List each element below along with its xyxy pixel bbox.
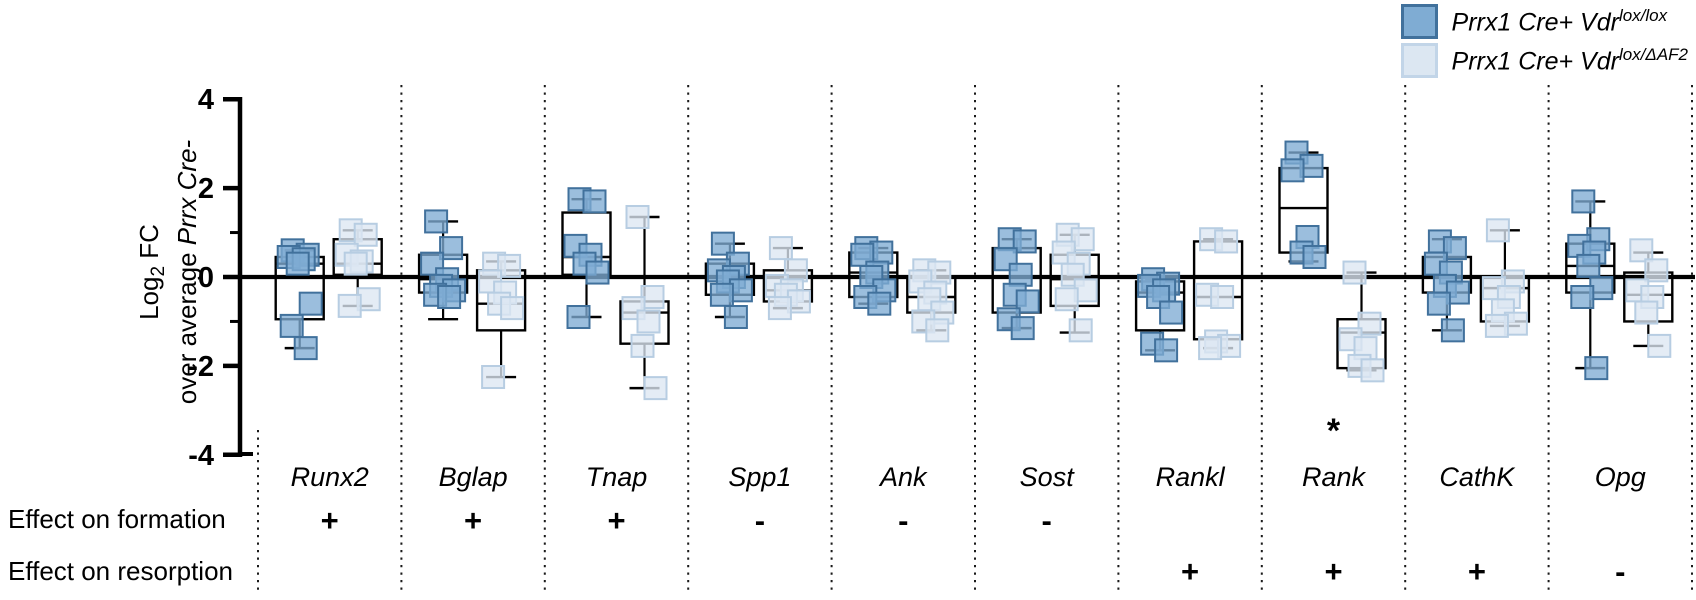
daf2-Tnap-point — [630, 333, 655, 358]
daf2-Runx2-point — [353, 222, 378, 247]
daf2-Opg-point — [1644, 258, 1669, 283]
legend-label-lox: Prrx1 Cre+ Vdrlox/lox — [1451, 5, 1668, 37]
gene-label-Ank: Ank — [878, 462, 928, 492]
daf2-Opg-point — [1629, 238, 1654, 263]
daf2-Sost-point — [1068, 318, 1093, 343]
daf2-Bglap-point — [500, 296, 525, 321]
lox-Bglap-point — [437, 285, 462, 310]
resorption-symbol-Opg: - — [1615, 554, 1625, 589]
lox-Tnap-point — [566, 305, 591, 330]
resorption-symbol-CathK: + — [1468, 554, 1486, 589]
effect-formation-row-label: Effect on formation — [8, 504, 226, 534]
lox-Spp1-point — [710, 231, 735, 256]
y-axis-label-line1: Log2 FC — [133, 224, 169, 320]
y-tick-label: 4 — [198, 84, 214, 116]
gene-label-Runx2: Runx2 — [291, 462, 369, 492]
daf2-Ank-point — [925, 318, 950, 343]
daf2-Runx2-point — [337, 293, 362, 318]
y-axis-label: Log2 FC over average Prrx Cre- — [133, 140, 203, 404]
lox-Opg-point — [1570, 285, 1595, 310]
daf2-Tnap-point — [643, 376, 668, 401]
lox-Opg-point — [1576, 253, 1601, 278]
y-tick-label: -2 — [188, 351, 214, 383]
y-tick-label: -4 — [188, 440, 214, 472]
lox-Tnap-point — [582, 189, 607, 214]
resorption-symbol-Rank: + — [1324, 554, 1342, 589]
lox-Runx2-point — [279, 313, 304, 338]
lox-Opg-point — [1571, 189, 1596, 214]
gene-label-CathK: CathK — [1439, 462, 1515, 492]
daf2-Rankl-point — [1214, 229, 1239, 254]
lox-Runx2-point — [298, 291, 323, 316]
lox-Tnap-point — [585, 260, 610, 285]
daf2-CathK-point — [1485, 218, 1510, 243]
lox-CathK-point — [1426, 291, 1451, 316]
lox-Bglap-point — [424, 209, 449, 234]
formation-symbol-Ank: - — [898, 503, 908, 538]
legend-item-lox: Prrx1 Cre+ Vdrlox/lox — [1400, 4, 1688, 39]
lox-Rank-point — [1280, 158, 1305, 183]
legend-label-daf2: Prrx1 Cre+ Vdrlox/ΔAF2 — [1451, 44, 1688, 76]
daf2-Sost-point — [1054, 287, 1079, 312]
daf2-CathK-point — [1484, 313, 1509, 338]
y-tick-label: 2 — [198, 173, 214, 205]
daf2-Rankl-point — [1210, 285, 1235, 310]
daf2-Rank-point — [1357, 311, 1382, 336]
formation-symbol-Tnap: + — [607, 503, 625, 538]
lox-Ank-point — [867, 291, 892, 316]
lox-Opg-point — [1584, 356, 1609, 381]
daf2-Opg-point — [1634, 300, 1659, 325]
daf2-Rank-point — [1360, 358, 1385, 383]
lox-Spp1-point — [709, 282, 734, 307]
resorption-symbol-Rankl: + — [1181, 554, 1199, 589]
lox-CathK-point — [1440, 318, 1465, 343]
daf2-Spp1-point — [768, 236, 793, 261]
daf2-Bglap-point — [497, 253, 522, 278]
gene-label-Spp1: Spp1 — [728, 462, 791, 492]
lox-CathK-point — [1442, 236, 1467, 261]
gene-label-Rankl: Rankl — [1156, 462, 1226, 492]
legend-swatch-daf2 — [1400, 43, 1438, 78]
lox-Rankl-point — [1154, 338, 1179, 363]
significance-Rank: * — [1327, 412, 1341, 450]
lox-Rank-point — [1302, 244, 1327, 269]
formation-symbol-Spp1: - — [755, 503, 765, 538]
lox-Spp1-point — [723, 305, 748, 330]
daf2-Sost-point — [1070, 227, 1095, 252]
y-axis-label-line2: over average Prrx Cre- — [171, 139, 202, 405]
daf2-Runx2-point — [343, 251, 368, 276]
lox-Bglap-point — [439, 236, 464, 261]
gene-label-Bglap: Bglap — [439, 462, 508, 492]
gene-label-Rank: Rank — [1302, 462, 1367, 492]
formation-symbol-Runx2: + — [321, 503, 339, 538]
daf2-Tnap-point — [636, 309, 661, 334]
effect-resorption-row-label: Effect on resorption — [8, 556, 233, 586]
daf2-Bglap-point — [481, 365, 506, 390]
legend: Prrx1 Cre+ Vdrlox/lox Prrx1 Cre+ Vdrlox/… — [1400, 4, 1688, 78]
lox-Rankl-point — [1159, 300, 1184, 325]
lox-Sost-point — [1015, 289, 1040, 314]
gene-label-Opg: Opg — [1595, 462, 1646, 492]
gene-label-Sost: Sost — [1020, 462, 1076, 492]
gene-label-Tnap: Tnap — [586, 462, 648, 492]
lox-Sost-point — [1010, 316, 1035, 341]
daf2-Opg-point — [1647, 333, 1672, 358]
formation-symbol-Sost: - — [1042, 503, 1052, 538]
lox-Sost-point — [1008, 262, 1033, 287]
lox-Runx2-point — [285, 251, 310, 276]
legend-swatch-lox — [1400, 4, 1438, 39]
daf2-Rankl-point — [1198, 336, 1223, 361]
y-tick-label: 0 — [198, 262, 214, 294]
daf2-Rank-point — [1342, 260, 1367, 285]
daf2-Spp1-point — [767, 296, 792, 321]
lox-Sost-point — [1012, 229, 1037, 254]
lox-Runx2-point — [293, 336, 318, 361]
formation-symbol-Bglap: + — [464, 503, 482, 538]
legend-item-daf2: Prrx1 Cre+ Vdrlox/ΔAF2 — [1400, 43, 1688, 78]
daf2-Tnap-point — [625, 204, 650, 229]
